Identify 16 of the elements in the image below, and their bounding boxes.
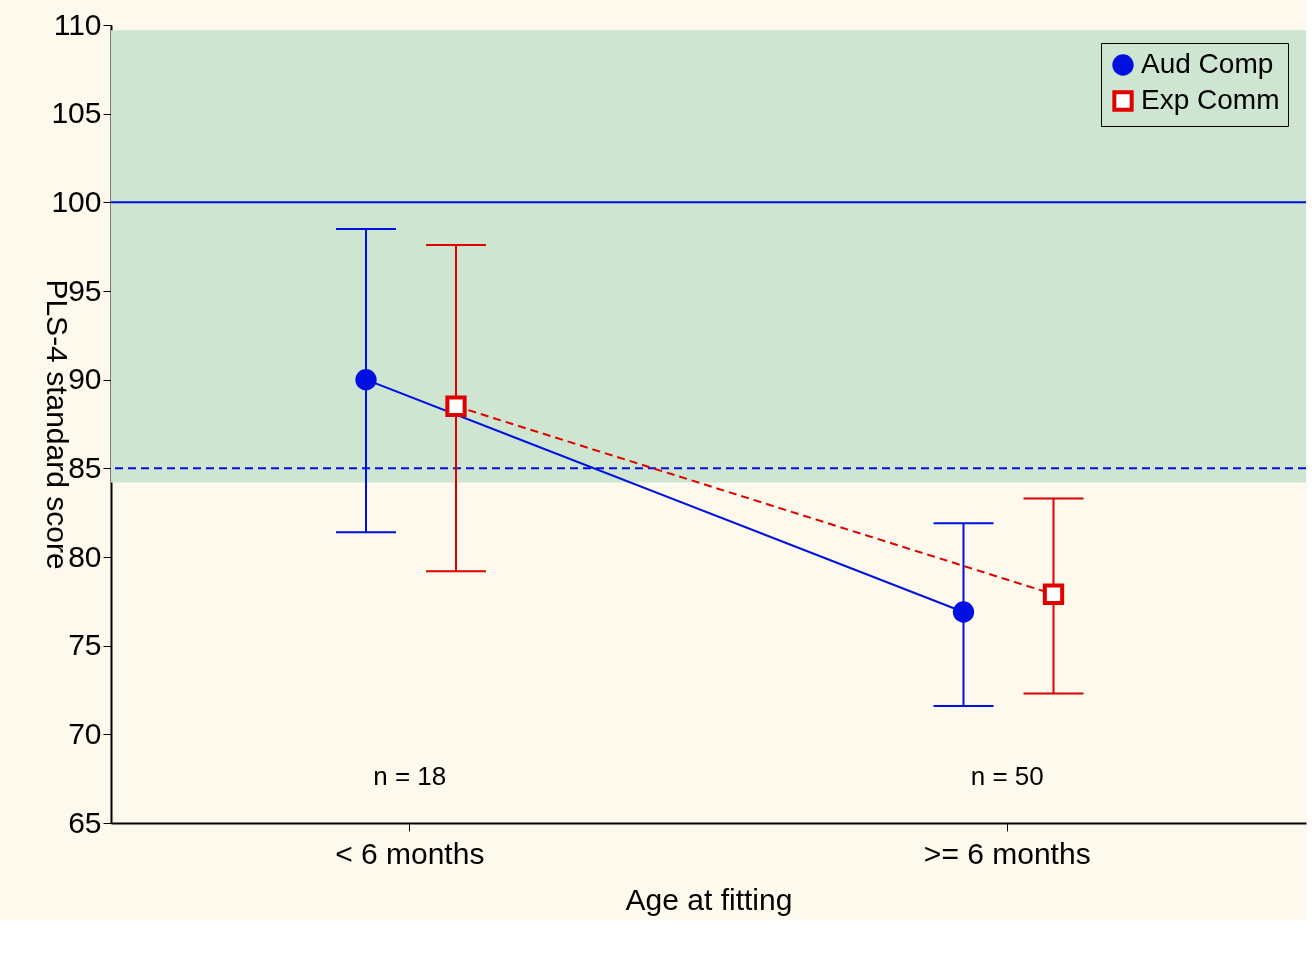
y-tick-label: 105	[51, 96, 102, 130]
y-tick-label: 110	[53, 7, 102, 41]
y-tick-label: 90	[68, 362, 102, 396]
y-tick-label: 75	[68, 628, 102, 662]
legend-label: Exp Comm	[1141, 84, 1280, 115]
legend-label: Aud Comp	[1141, 48, 1274, 79]
y-tick-label: 70	[68, 716, 102, 750]
annotation: n = 50	[970, 761, 1044, 791]
y-tick-label: 95	[68, 273, 102, 307]
x-tick-label: < 6 months	[335, 836, 485, 870]
annotation: n = 18	[373, 761, 447, 791]
x-axis-title: Age at fitting	[625, 882, 793, 916]
x-tick-label: >= 6 months	[923, 836, 1091, 870]
y-tick-label: 85	[68, 450, 102, 484]
y-tick-label: 100	[51, 184, 102, 218]
y-tick-label: 65	[68, 805, 102, 839]
